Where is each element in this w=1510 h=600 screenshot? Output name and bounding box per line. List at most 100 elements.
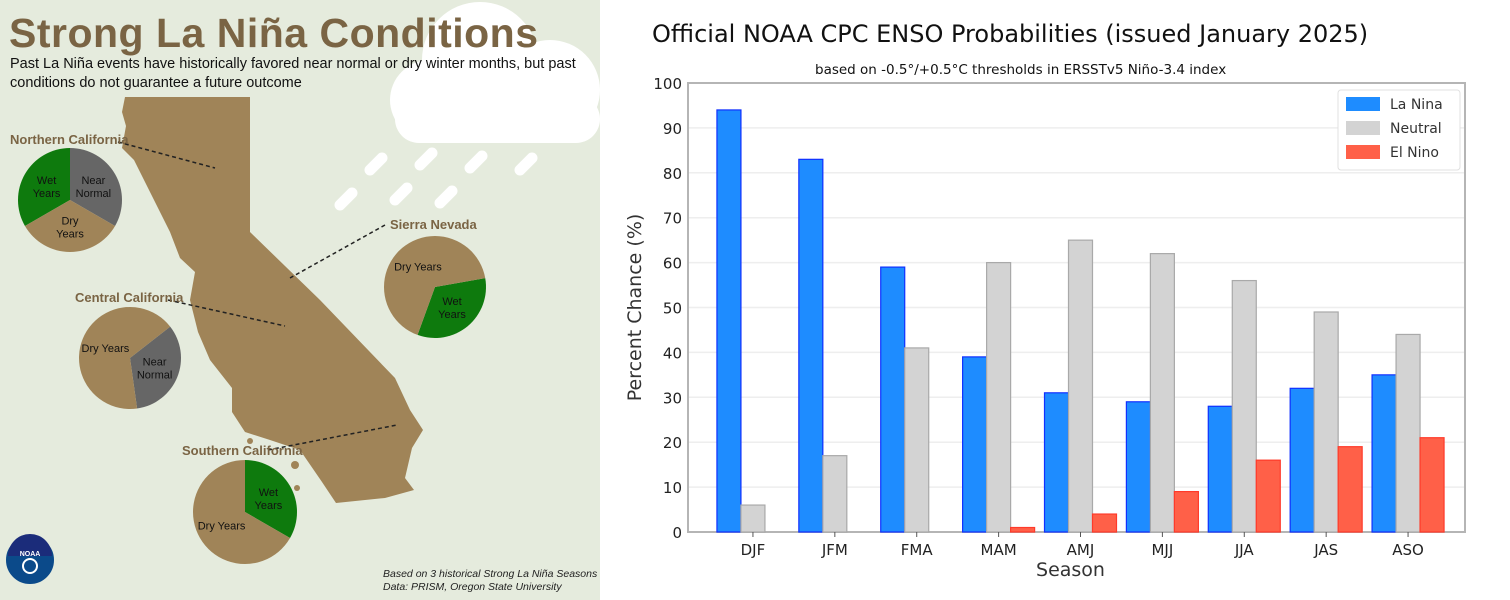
bar-neutral-DJF bbox=[740, 504, 766, 533]
pie-slice-label: Near bbox=[81, 175, 105, 187]
pie-slice-label: Normal bbox=[137, 369, 172, 381]
pie-slice-label: Years bbox=[255, 500, 283, 512]
bar-neutral-MAM bbox=[986, 262, 1012, 533]
pie-slice-label: Near bbox=[143, 356, 167, 368]
bar-la-nina-JAS bbox=[1289, 387, 1315, 533]
pie-slice bbox=[69, 148, 123, 226]
chart-title: Official NOAA CPC ENSO Probabilities (is… bbox=[652, 20, 1369, 48]
pie-slice bbox=[192, 460, 291, 565]
pie-slice-label: Years bbox=[33, 188, 61, 200]
bar-neutral-JAS bbox=[1313, 311, 1339, 533]
y-tick-label: 40 bbox=[663, 344, 682, 362]
region-label-sierra: Sierra Nevada bbox=[390, 217, 477, 232]
bar-neutral-ASO bbox=[1395, 333, 1421, 533]
footnote-seasons: Based on 3 historical Strong La Niña Sea… bbox=[383, 568, 598, 580]
pie-slice-label: Years bbox=[56, 229, 84, 241]
pie-slice-label: Wet bbox=[442, 296, 461, 308]
pie-slice bbox=[245, 460, 297, 538]
x-tick-label: FMA bbox=[901, 541, 934, 559]
pie-slice-label: Dry Years bbox=[198, 521, 246, 533]
bar-el-nino-AMJ bbox=[1091, 513, 1118, 533]
bar-neutral-JFM bbox=[822, 455, 848, 533]
california-shape bbox=[122, 97, 423, 503]
pie-slice-label: Dry Years bbox=[394, 262, 442, 274]
enso-chart: Official NOAA CPC ENSO Probabilities (is… bbox=[600, 0, 1510, 600]
legend-label: El Nino bbox=[1390, 145, 1439, 161]
bar-neutral-FMA bbox=[904, 347, 930, 533]
bar-la-nina-AMJ bbox=[1043, 392, 1070, 533]
pie-slice bbox=[417, 278, 487, 338]
pie-slice bbox=[130, 326, 182, 409]
chart-svg: 0 10 20 30 40 50 60 70 80 90 100 DJF JFM FMA MAM AMJ MJJ… bbox=[624, 75, 1466, 581]
x-tick-label: DJF bbox=[741, 541, 766, 559]
region-label-northern: Northern California bbox=[10, 132, 129, 147]
la-nina-infographic: Wet Years Near Normal Dry Years Near Normal Dry … bbox=[0, 0, 600, 600]
y-tick-label: 80 bbox=[663, 165, 682, 183]
pie-slice-label: Normal bbox=[76, 188, 111, 200]
rain-icon bbox=[334, 147, 538, 211]
bar-la-nina-ASO bbox=[1371, 374, 1397, 533]
bar-neutral-JJA bbox=[1231, 279, 1257, 533]
x-axis-label: Season bbox=[1036, 559, 1105, 581]
x-tick-label: JJA bbox=[1234, 541, 1255, 559]
bar-neutral-MJJ bbox=[1149, 253, 1175, 533]
legend-swatch bbox=[1346, 145, 1380, 159]
chart-subtitle: based on -0.5°/+0.5°C thresholds in ERSS… bbox=[815, 62, 1227, 78]
legend-swatch bbox=[1346, 97, 1380, 111]
y-tick-label: 90 bbox=[663, 120, 682, 138]
y-tick-label: 50 bbox=[663, 300, 682, 318]
pie-slice bbox=[24, 200, 116, 252]
legend-label: Neutral bbox=[1390, 121, 1442, 137]
bar-el-nino-MJJ bbox=[1173, 490, 1199, 533]
infographic-subtitle: Past La Niña events have historically fa… bbox=[10, 56, 576, 91]
y-tick-label: 0 bbox=[672, 524, 682, 542]
footnote: Based on 3 historical Strong La Niña Sea… bbox=[383, 568, 597, 594]
y-tick-label: 60 bbox=[663, 255, 682, 273]
bar-la-nina-MAM bbox=[962, 356, 988, 533]
y-axis-label: Percent Chance (%) bbox=[624, 214, 646, 402]
infographic-title: Strong La Niña Conditions bbox=[9, 10, 539, 56]
bar-el-nino-JJA bbox=[1255, 459, 1281, 533]
bar-la-nina-DJF bbox=[716, 109, 742, 533]
legend: La Nina Neutral El Nino bbox=[1337, 89, 1461, 171]
bar-el-nino-MAM bbox=[1010, 526, 1036, 533]
pie-slice-label: Years bbox=[438, 309, 466, 321]
legend-swatch bbox=[1346, 121, 1380, 135]
x-tick-label: AMJ bbox=[1067, 541, 1095, 559]
region-label-southern: Southern California bbox=[182, 443, 303, 458]
bar-el-nino-JAS bbox=[1337, 446, 1363, 533]
cloud-icon bbox=[390, 2, 600, 143]
bar-la-nina-MJJ bbox=[1125, 401, 1151, 533]
y-tick-label: 10 bbox=[663, 479, 682, 497]
x-tick-label: MAM bbox=[981, 541, 1017, 559]
bar-neutral-AMJ bbox=[1067, 239, 1094, 533]
x-tick-label: JFM bbox=[821, 541, 848, 559]
region-label-central: Central California bbox=[75, 290, 184, 305]
pie-slice bbox=[79, 307, 171, 409]
bar-la-nina-JJA bbox=[1207, 405, 1233, 533]
y-tick-label: 20 bbox=[663, 434, 682, 452]
bar-la-nina-JFM bbox=[798, 158, 824, 533]
noaa-logo: NOAA bbox=[4, 534, 56, 586]
california-map: WetYearsNearNormalDryYearsNearNormalDry … bbox=[4, 2, 600, 586]
pie-slice bbox=[384, 236, 486, 335]
bar-el-nino-ASO bbox=[1419, 437, 1445, 533]
noaa-logo-text: NOAA bbox=[20, 551, 41, 558]
x-tick-label: ASO bbox=[1392, 541, 1424, 559]
y-tick-label: 30 bbox=[663, 389, 682, 407]
pie-slice bbox=[17, 148, 71, 226]
x-tick-label: JAS bbox=[1313, 541, 1338, 559]
x-tick-label: MJJ bbox=[1151, 541, 1173, 559]
y-tick-label: 70 bbox=[663, 210, 682, 228]
pie-slice-label: Dry bbox=[61, 216, 79, 228]
leader-lines bbox=[117, 141, 398, 451]
pie-slice-label: Wet bbox=[37, 175, 56, 187]
bar-la-nina-FMA bbox=[880, 266, 906, 533]
y-tick-label: 100 bbox=[653, 75, 682, 93]
footnote-source: Data: PRISM, Oregon State University bbox=[383, 581, 562, 593]
legend-label: La Nina bbox=[1390, 97, 1443, 113]
